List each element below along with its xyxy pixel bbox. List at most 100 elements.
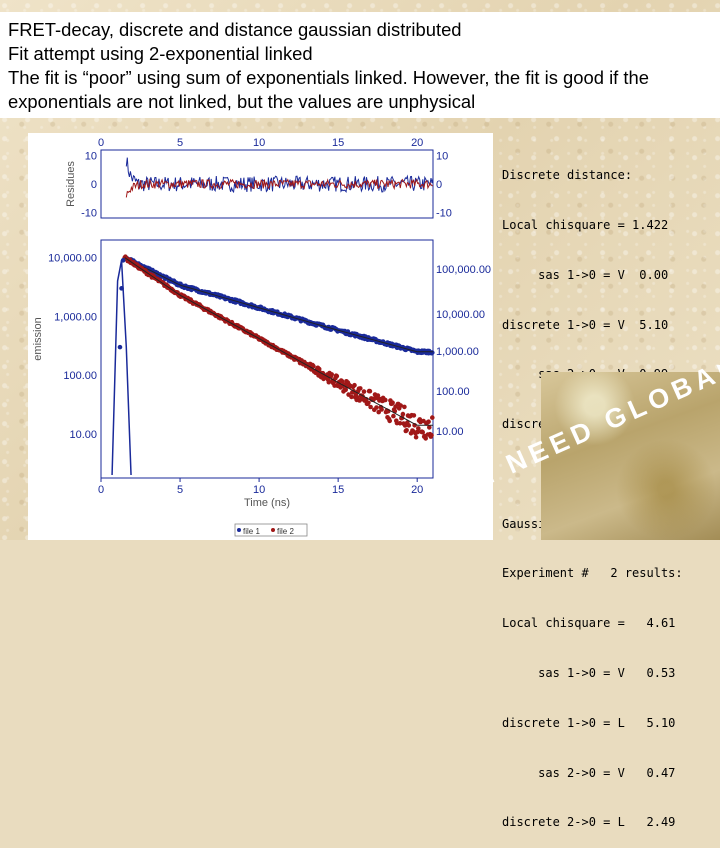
decay-point <box>391 413 396 419</box>
decay-point <box>397 421 403 426</box>
decay-point <box>311 363 316 369</box>
decay-point <box>420 430 426 435</box>
discrete-line: Local chisquare = 1.422 <box>502 217 669 232</box>
decay-y-tick: 10,000.00 <box>48 253 97 265</box>
decay-y-tick-right: 1,000.00 <box>436 346 479 358</box>
decay-point <box>390 400 395 406</box>
decay-x-tick: 10 <box>253 484 265 496</box>
decay-point <box>329 372 335 377</box>
decay-point <box>415 429 420 435</box>
decay-x-tick: 5 <box>177 484 183 496</box>
decay-y-tick-right: 100.00 <box>436 386 470 398</box>
residual-x-tick: 0 <box>98 137 104 149</box>
gaussian-line: discrete 1->0 = L 5.10 <box>502 715 676 730</box>
rise-point <box>117 344 123 350</box>
decay-fit-line <box>124 257 433 353</box>
background-photo <box>541 372 720 540</box>
decay-point <box>430 350 435 355</box>
decay-point <box>411 413 417 418</box>
title-line-1: FRET-decay, discrete and distance gaussi… <box>8 19 462 40</box>
decay-point <box>361 389 367 394</box>
decay-point <box>368 404 373 410</box>
residual-y-tick-right: -10 <box>436 207 452 219</box>
discrete-line: sas 1->0 = V 0.00 <box>502 267 669 282</box>
legend: file 1 file 2 <box>234 523 308 537</box>
discrete-line: discrete 1->0 = V 5.10 <box>502 317 669 332</box>
decay-point <box>426 419 431 425</box>
decay-point <box>326 379 332 385</box>
legend-marker <box>271 528 275 532</box>
decay-point <box>374 405 379 410</box>
residual-y-tick: -10 <box>81 207 97 219</box>
decay-point <box>367 388 373 394</box>
residual-y-tick-right: 10 <box>436 151 448 163</box>
gaussian-line: Experiment # 2 results: <box>502 566 683 581</box>
decay-point <box>387 418 393 424</box>
slogan-text: WE NEED GLOBALS! <box>445 365 720 506</box>
residual-frame <box>100 149 434 219</box>
gaussian-line: sas 2->0 = V 0.47 <box>502 765 676 780</box>
discrete-line: Discrete distance: <box>502 168 633 183</box>
decay-point <box>352 382 357 388</box>
decay-point <box>339 379 345 384</box>
slogan: WE NEED GLOBALS! <box>445 365 720 506</box>
gaussian-line: discrete 2->0 = L 2.49 <box>502 815 676 830</box>
residual-trace-1 <box>125 157 434 194</box>
residual-y-tick-right: 0 <box>436 179 442 191</box>
legend-label: file 2 <box>277 527 294 536</box>
decay-series-file-1 <box>122 256 435 356</box>
decay-point <box>413 434 419 440</box>
decay-point <box>427 425 432 430</box>
gaussian-line: Local chisquare = 4.61 <box>502 616 676 631</box>
decay-x-tick: 20 <box>411 484 423 496</box>
decay-point <box>398 403 404 408</box>
decay-point <box>349 394 354 400</box>
decay-panel: 0 5 10 15 20 10,000.00 1,000.00 100.00 10.00 100,… <box>32 239 491 537</box>
residual-x-tick: 20 <box>411 137 423 149</box>
title-line-3: The fit is “poor” using sum of exponenti… <box>8 67 649 88</box>
residual-y-tick: 10 <box>85 151 97 163</box>
legend-marker <box>237 528 241 532</box>
decay-series-file-2 <box>122 254 435 441</box>
decay-point <box>334 373 340 379</box>
residual-trace-2 <box>125 178 434 198</box>
residual-x-tick: 5 <box>177 137 183 149</box>
decay-point <box>404 428 409 433</box>
decay-point <box>400 411 406 417</box>
decay-point <box>416 426 421 431</box>
decay-y-label: emission <box>32 317 44 360</box>
decay-y-tick-right: 100,000.00 <box>436 264 491 276</box>
decay-point <box>423 436 429 441</box>
decay-point <box>358 386 363 391</box>
decay-y-tick: 100.00 <box>63 370 97 382</box>
decay-point <box>406 423 412 428</box>
decay-frame <box>100 239 434 479</box>
decay-point <box>343 387 349 393</box>
gaussian-line: sas 1->0 = V 0.53 <box>502 666 676 680</box>
residual-x-tick: 15 <box>332 137 344 149</box>
legend-label: file 1 <box>243 527 260 536</box>
plot-area: 0 5 10 15 20 10 0 -10 10 0 -10 Residues 0 5 10 15 20 10,… <box>28 133 493 540</box>
decay-x-tick: 15 <box>332 484 344 496</box>
decay-y-tick: 1,000.00 <box>54 311 97 323</box>
rise-point <box>119 286 124 291</box>
title-line-4: exponentials are not linked, but the val… <box>8 91 476 112</box>
residual-y-label: Residues <box>65 161 77 207</box>
decay-x-tick: 0 <box>98 484 104 496</box>
decay-y-tick: 10.00 <box>69 429 97 441</box>
decay-point <box>383 397 388 403</box>
decay-point <box>375 393 381 398</box>
decay-y-tick-right: 10,000.00 <box>436 309 485 321</box>
title-line-2: Fit attempt using 2-exponential linked <box>8 43 313 64</box>
decay-point <box>366 400 371 406</box>
decay-point <box>402 404 407 410</box>
residual-x-tick: 10 <box>253 137 265 149</box>
decay-x-label: Time (ns) <box>244 497 290 509</box>
title-box: FRET-decay, discrete and distance gaussi… <box>0 12 720 118</box>
decay-point <box>430 415 435 420</box>
decay-point <box>429 433 434 438</box>
rise-point <box>120 258 126 263</box>
instrument-response <box>111 260 132 476</box>
